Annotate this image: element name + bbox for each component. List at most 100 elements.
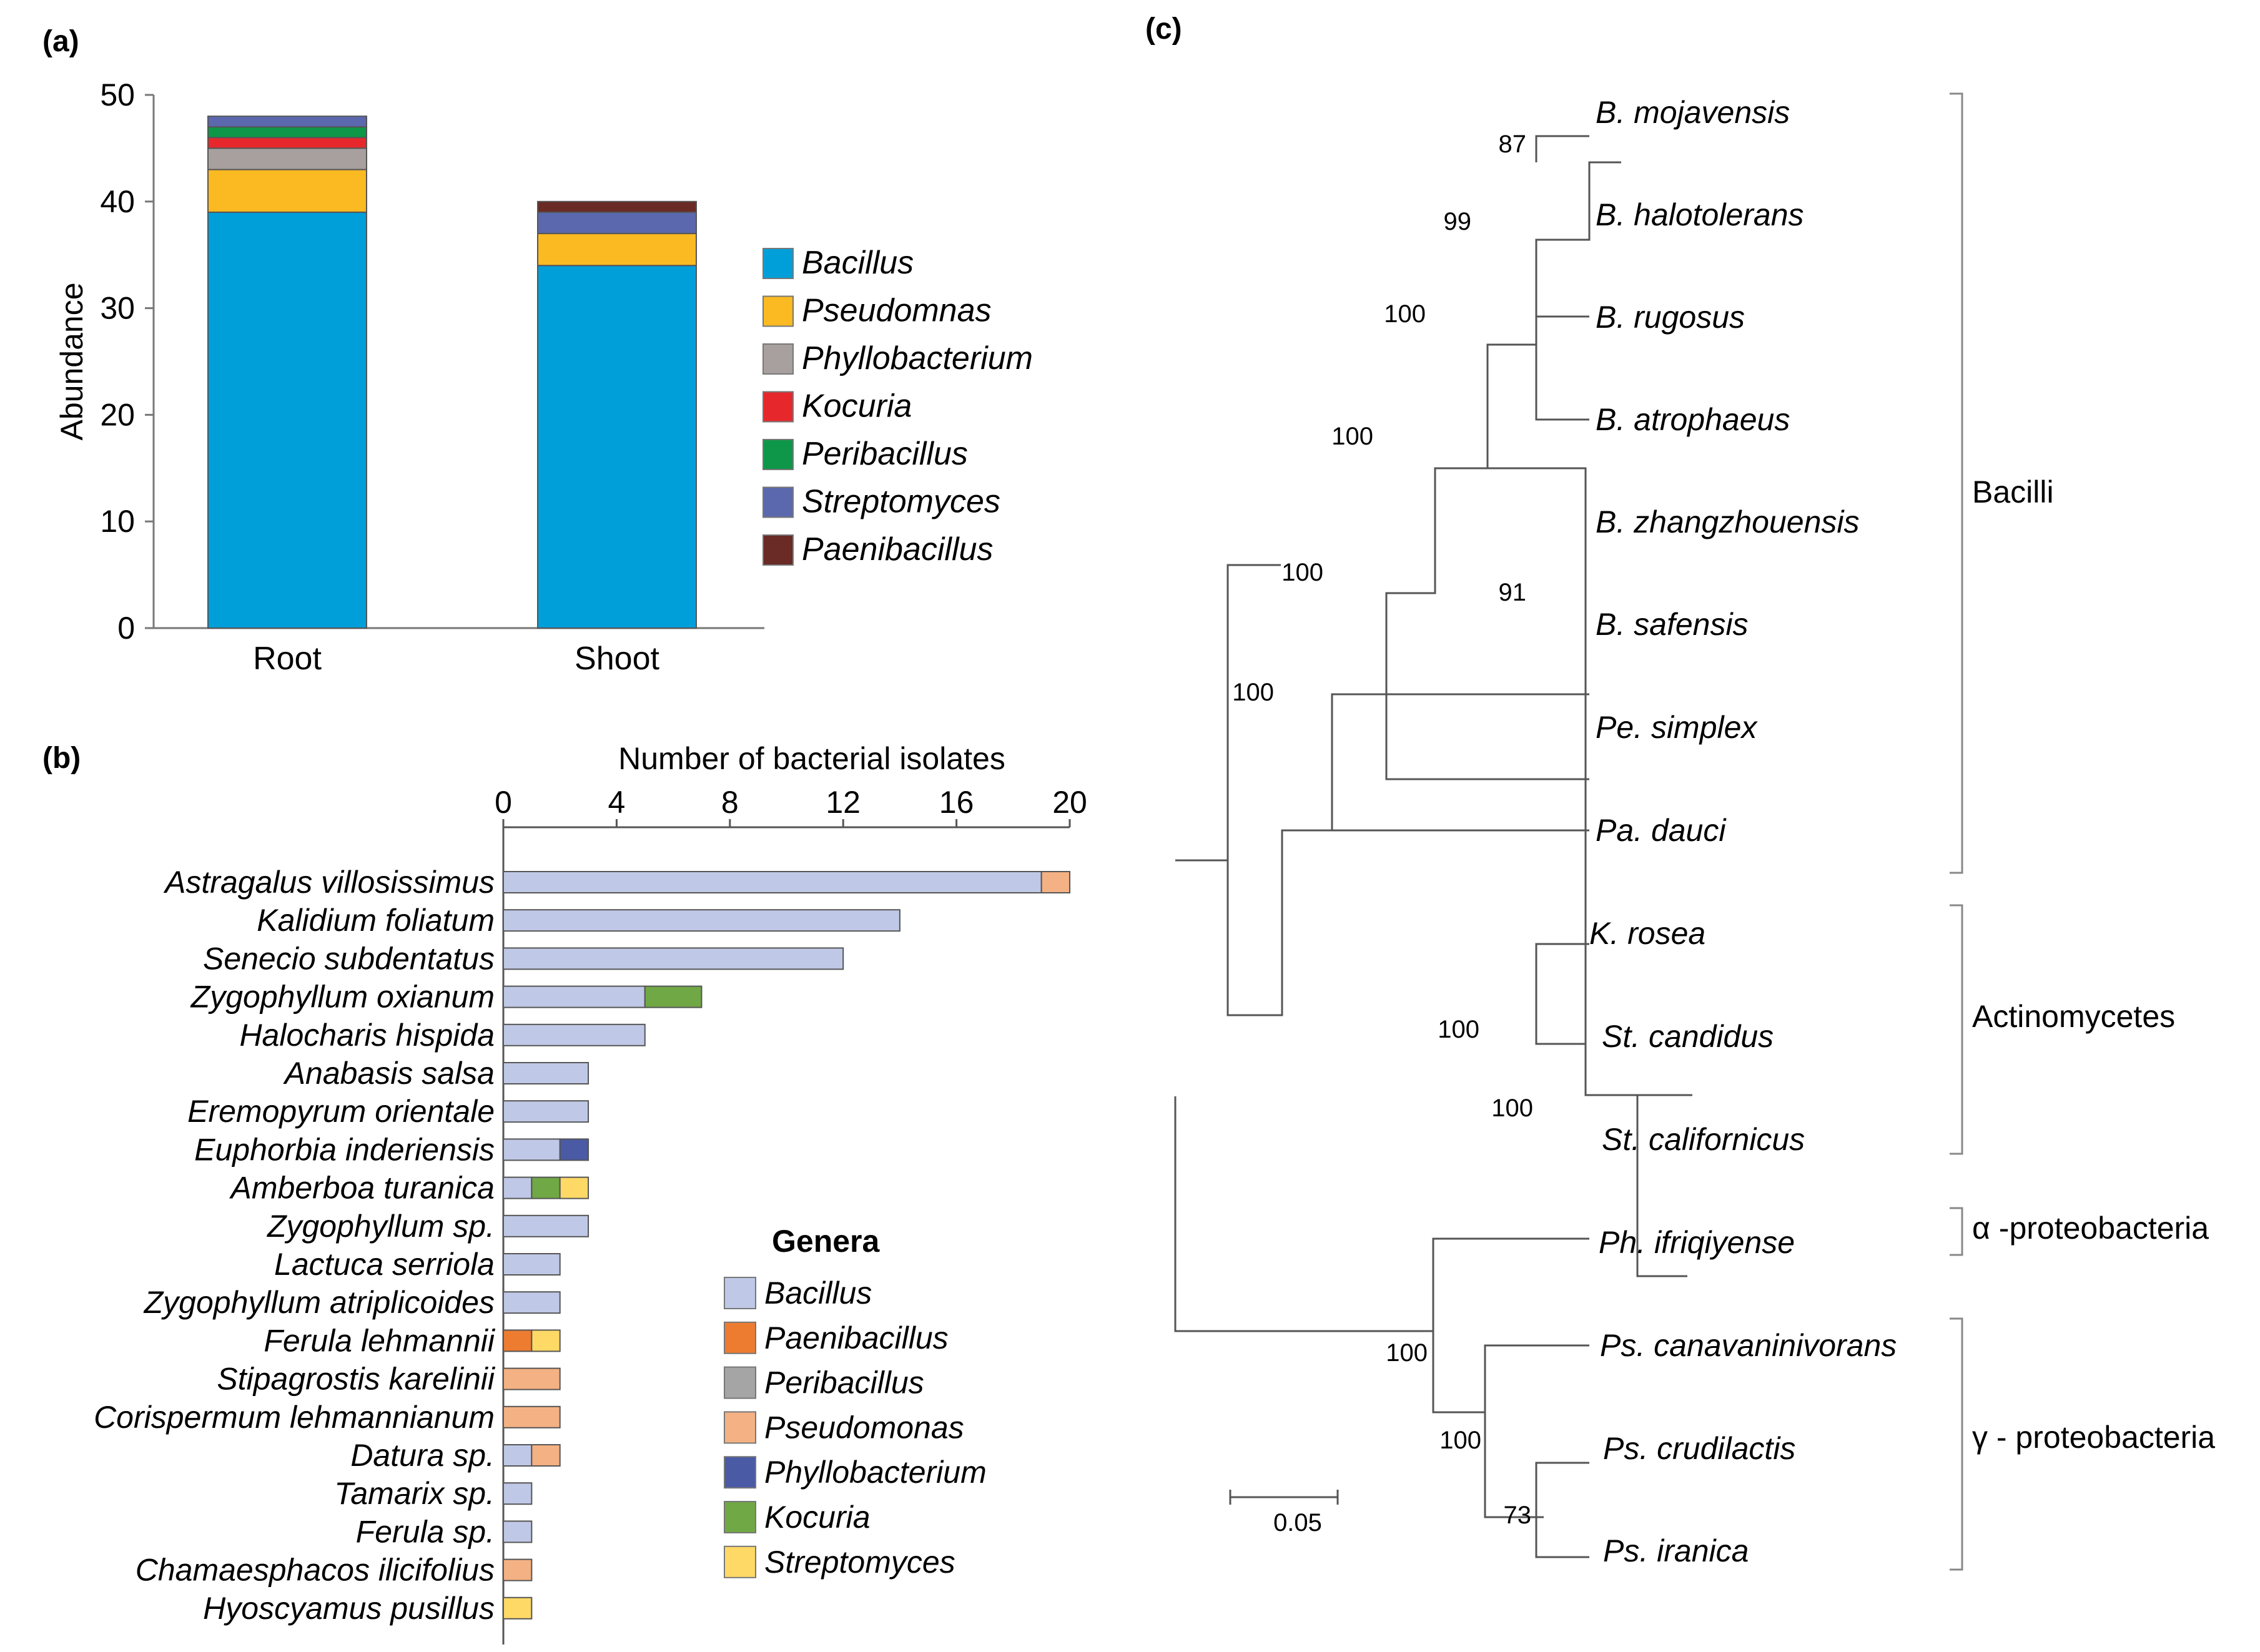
panel-b-row-label: Chamaesphacos ilicifolius bbox=[136, 1553, 495, 1588]
tree-group-bracket bbox=[1950, 904, 1963, 1155]
panel-b-row-label: Ferula sp. bbox=[356, 1514, 495, 1549]
panel-b-row-label: Corispermum lehmannianum bbox=[94, 1400, 495, 1435]
panel-b-bar-halocharis-hispida-bacillus bbox=[503, 1023, 646, 1046]
panel-a-legend-swatch-peribacillus bbox=[762, 439, 794, 470]
panel-a-bar-shoot-streptomyces bbox=[537, 211, 697, 235]
panel-b-bar-ferula-lehmannii-paenibacillus bbox=[503, 1329, 533, 1352]
tree-taxon-label: Pa. dauci bbox=[1596, 813, 1727, 848]
panel-a-label: (a) bbox=[42, 25, 79, 58]
panel-b-legend-swatch-peribacillus bbox=[724, 1366, 756, 1399]
panel-b-row-label: Stipagrostis karelinii bbox=[217, 1362, 496, 1397]
panel-a-legend-label: Kocuria bbox=[802, 388, 912, 425]
panel-b-bar-anabasis-salsa-bacillus bbox=[503, 1062, 590, 1084]
tree-bootstrap-value: 100 bbox=[1438, 1016, 1479, 1043]
panel-b-bar-astragalus-villosissimus-bacillus bbox=[503, 871, 1042, 893]
panel-b-bar-euphorbia-inderiensis-bacillus bbox=[503, 1138, 561, 1161]
tree-bootstrap-value: 100 bbox=[1439, 1427, 1481, 1454]
panel-b-bar-zygophyllum-oxianum-bacillus bbox=[503, 985, 646, 1008]
panel-b-bar-datura-sp-bacillus bbox=[503, 1444, 533, 1467]
panel-b-legend-label: Peribacillus bbox=[764, 1365, 924, 1400]
tree-bootstrap-value: 100 bbox=[1491, 1094, 1533, 1122]
panel-b-row-label: Hyoscyamus pusillus bbox=[203, 1591, 495, 1626]
panel-a-legend-label: Streptomyces bbox=[802, 484, 1000, 520]
tree-group-label: Bacilli bbox=[1972, 474, 2054, 509]
panel-a-y-tick-label: 10 bbox=[100, 504, 135, 539]
tree-taxon-label: Ps. canavaninivorans bbox=[1600, 1328, 1897, 1363]
panel-b-row-label: Kalidium foliatum bbox=[257, 903, 495, 938]
panel-a-y-label: Abundance bbox=[54, 282, 89, 440]
panel-b-x-tick-label: 16 bbox=[939, 785, 974, 820]
panel-a-legend-swatch-pseudomnas bbox=[762, 295, 794, 327]
tree-bootstrap-value: 99 bbox=[1444, 208, 1472, 235]
tree-group-label: Actinomycetes bbox=[1972, 999, 2175, 1034]
panel-a-legend-swatch-phyllobacterium bbox=[762, 343, 794, 375]
panel-b-bar-amberboa-turanica-bacillus bbox=[503, 1176, 533, 1199]
panel-a-bar-root-pseudomnas bbox=[207, 169, 367, 213]
tree-bootstrap-value: 87 bbox=[1499, 130, 1527, 158]
panel-a-y-tick-label: 20 bbox=[100, 397, 135, 432]
panel-a-y-tick-label: 50 bbox=[100, 77, 135, 112]
tree-bootstrap-value: 100 bbox=[1384, 300, 1426, 328]
panel-b-row-label: Euphorbia inderiensis bbox=[194, 1132, 495, 1167]
panel-b-row-label: Datura sp. bbox=[350, 1438, 495, 1473]
panel-b-x-tick-label: 12 bbox=[826, 785, 861, 820]
panel-b-legend-label: Phyllobacterium bbox=[764, 1455, 987, 1490]
panel-b-legend-swatch-bacillus bbox=[724, 1277, 756, 1309]
panel-b-label: (b) bbox=[42, 742, 81, 775]
tree-group-label: γ - proteobacteria bbox=[1972, 1420, 2215, 1455]
panel-b-row-label: Zygophyllum atriplicoides bbox=[144, 1285, 495, 1320]
tree-group-bracket bbox=[1950, 1317, 1963, 1571]
panel-a-stacked-bar-chart: Abundance 0 10 20 30 40 50 Root Shoot Bacillus… bbox=[54, 77, 1033, 677]
panel-b-x-tick-label: 8 bbox=[721, 785, 739, 820]
tree-bootstrap-value: 100 bbox=[1331, 423, 1373, 450]
panel-b-legend-title: Genera bbox=[772, 1224, 881, 1259]
panel-b-bar-senecio-subdentatus-bacillus bbox=[503, 947, 844, 970]
panel-b-bar-corispermum-lehmannianum-pseudomonas bbox=[503, 1405, 561, 1428]
panel-b-row-label: Astragalus villosissimus bbox=[163, 865, 495, 900]
panel-b-legend-swatch-pseudomonas bbox=[724, 1411, 756, 1444]
panel-b-row-label: Tamarix sp. bbox=[334, 1476, 495, 1511]
panel-b-bar-eremopyrum-orientale-bacillus bbox=[503, 1100, 590, 1123]
panel-b-bar-stipagrostis-karelinii-pseudomonas bbox=[503, 1367, 561, 1390]
tree-bootstrap-value: 100 bbox=[1386, 1339, 1428, 1367]
panel-a-y-tick-label: 0 bbox=[117, 611, 135, 646]
panel-b-legend-swatch-kocuria bbox=[724, 1501, 756, 1533]
panel-b-bar-astragalus-villosissimus-pseudomonas bbox=[1040, 871, 1071, 893]
tree-taxon-label: Ps. iranica bbox=[1603, 1533, 1749, 1568]
tree-taxon-label: Ph. ifriqiyense bbox=[1599, 1225, 1795, 1260]
panel-b-x-tick-label: 20 bbox=[1052, 785, 1087, 820]
tree-taxon-label: B. mojavensis bbox=[1596, 95, 1790, 130]
panel-a-legend-label: Bacillus bbox=[802, 245, 914, 281]
tree-branches bbox=[1174, 135, 1692, 1558]
panel-b-row-label: Amberboa turanica bbox=[229, 1171, 495, 1206]
panel-b-legend-label: Pseudomonas bbox=[764, 1410, 964, 1445]
panel-b-legend-label: Bacillus bbox=[764, 1276, 872, 1310]
panel-b-bar-euphorbia-inderiensis-phyllobacterium bbox=[559, 1138, 590, 1161]
panel-a-legend-label: Pseudomnas bbox=[802, 293, 992, 329]
panel-b-row-label: Zygophyllum oxianum bbox=[190, 980, 495, 1015]
panel-b-legend-label: Streptomyces bbox=[764, 1545, 955, 1580]
panel-b-legend-label: Paenibacillus bbox=[764, 1320, 949, 1355]
panel-b-legend-swatch-streptomyces bbox=[724, 1545, 756, 1578]
panel-b-bar-amberboa-turanica-kocuria bbox=[531, 1176, 561, 1199]
panel-a-bar-shoot-pseudomnas bbox=[537, 233, 697, 267]
panel-b-bar-hyoscyamus-pusillus-streptomyces bbox=[503, 1596, 533, 1620]
panel-b-bar-ferula-sp-bacillus bbox=[503, 1520, 533, 1543]
panel-a-legend-swatch-kocuria bbox=[762, 391, 794, 423]
panel-a-legend-swatch-paenibacillus bbox=[762, 534, 794, 566]
tree-bootstrap-value: 100 bbox=[1232, 679, 1274, 706]
panel-a-legend-swatch-streptomyces bbox=[762, 486, 794, 518]
tree-taxon-label: St. candidus bbox=[1602, 1019, 1774, 1054]
panel-a-category-label: Shoot bbox=[575, 641, 659, 677]
panel-a-y-tick-label: 30 bbox=[100, 291, 135, 326]
tree-taxon-label: B. halotolerans bbox=[1596, 197, 1804, 232]
panel-b-title: Number of bacterial isolates bbox=[618, 741, 1005, 776]
panel-b-bar-ferula-lehmannii-streptomyces bbox=[531, 1329, 561, 1352]
panel-b-bar-zygophyllum-oxianum-kocuria bbox=[644, 985, 703, 1008]
tree-taxon-label: B. atrophaeus bbox=[1596, 402, 1790, 437]
tree-group-bracket bbox=[1950, 1207, 1963, 1256]
panel-b-row-label: Anabasis salsa bbox=[283, 1056, 495, 1091]
tree-taxon-label: Ps. crudilactis bbox=[1603, 1431, 1795, 1466]
panel-b-row-label: Zygophyllum sp. bbox=[267, 1209, 495, 1244]
panel-b-bar-tamarix-sp-bacillus bbox=[503, 1482, 533, 1505]
